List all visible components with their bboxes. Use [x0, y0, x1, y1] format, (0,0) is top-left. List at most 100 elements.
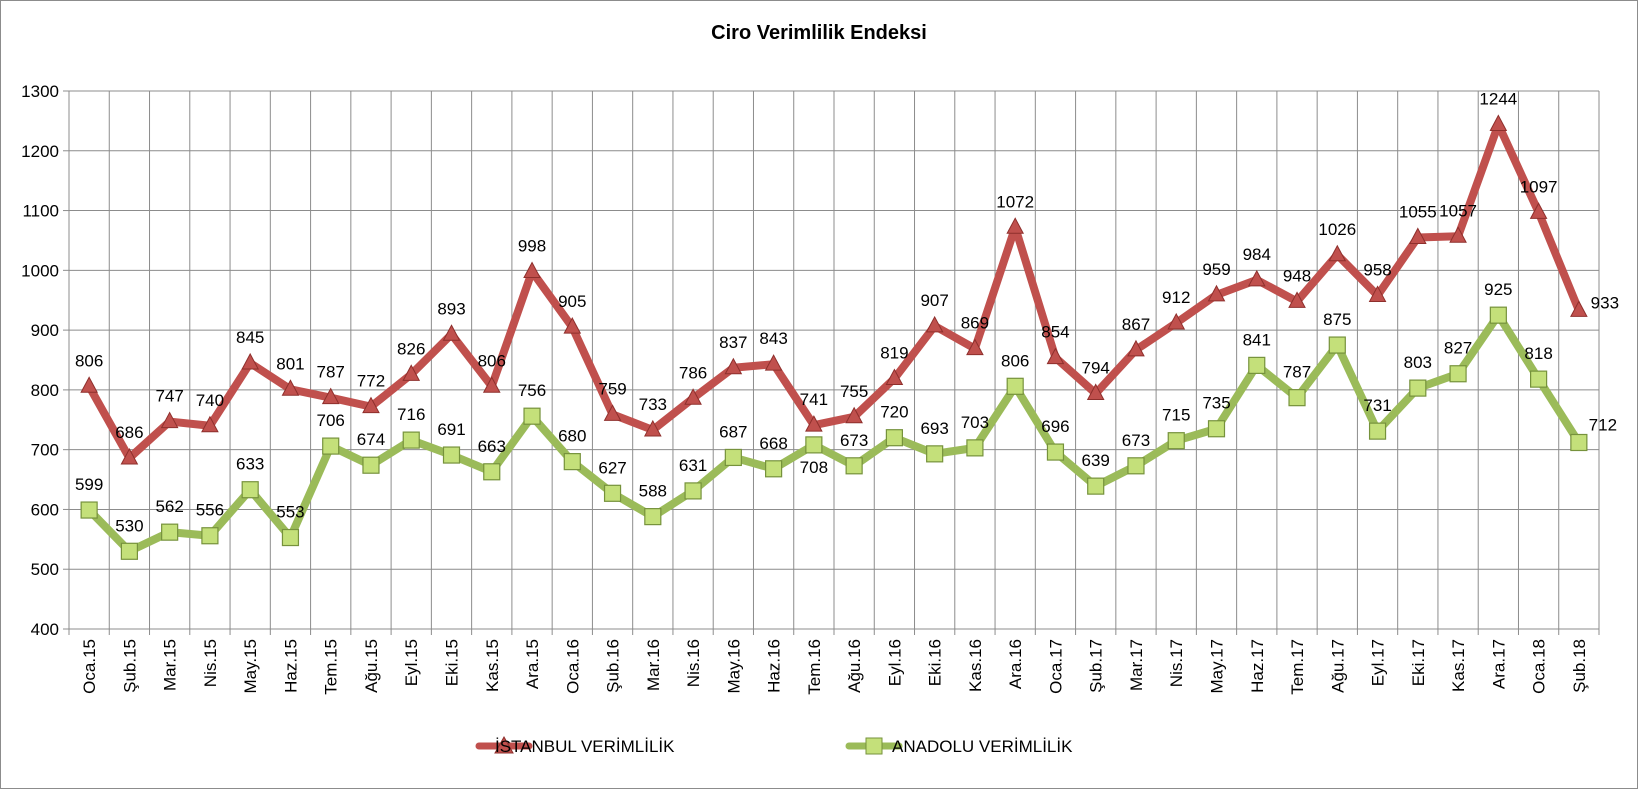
point-istanbul	[1529, 202, 1548, 219]
data-label-anadolu: 818	[1524, 344, 1552, 363]
data-label-anadolu: 599	[75, 475, 103, 494]
point-anadolu	[80, 501, 98, 519]
data-label-anadolu: 875	[1323, 310, 1351, 329]
point-istanbul	[1167, 312, 1186, 330]
point-istanbul	[805, 415, 823, 432]
legend-label-anadolu: ANADOLU VERİMLİLİK	[892, 737, 1073, 756]
point-anadolu	[1449, 365, 1467, 383]
data-label-anadolu: 735	[1202, 394, 1230, 413]
data-label-istanbul: 786	[679, 363, 707, 382]
point-anadolu	[1248, 356, 1266, 374]
x-tick-label: Şub.15	[120, 639, 139, 693]
point-anadolu	[523, 407, 541, 425]
point-istanbul	[362, 396, 380, 414]
point-anadolu	[966, 439, 984, 457]
legend-item-istanbul: İSTANBUL VERİMLİLİK	[475, 735, 675, 756]
point-istanbul	[1368, 285, 1387, 302]
data-label-anadolu: 731	[1363, 396, 1391, 415]
data-label-anadolu: 562	[155, 497, 183, 516]
data-label-anadolu: 556	[196, 501, 224, 520]
point-anadolu	[322, 437, 340, 455]
data-label-anadolu: 925	[1484, 280, 1512, 299]
x-tick-label: Oca.17	[1046, 639, 1065, 694]
data-label-istanbul: 1097	[1520, 177, 1558, 196]
point-istanbul	[120, 447, 139, 465]
legend-marker-istanbul	[494, 735, 514, 754]
data-label-anadolu: 787	[1283, 363, 1311, 382]
data-label-istanbul: 794	[1082, 358, 1110, 377]
point-anadolu	[1570, 433, 1588, 452]
point-anadolu	[1167, 432, 1185, 450]
data-label-istanbul: 933	[1591, 293, 1619, 312]
point-anadolu	[644, 508, 662, 526]
x-tick-label: Mar.15	[161, 639, 180, 691]
data-label-anadolu: 841	[1243, 330, 1271, 349]
point-istanbul	[241, 352, 260, 370]
legend-label-istanbul: İSTANBUL VERİMLİLİK	[495, 737, 675, 756]
data-label-istanbul: 905	[558, 292, 586, 311]
y-tick-label: 700	[31, 441, 59, 460]
data-label-anadolu: 703	[961, 413, 989, 432]
x-axis: Oca.15 Şub.15 Mar.15 Nis.15 May.15 Haz.15 Tem.…	[80, 639, 1589, 695]
point-anadolu	[1328, 336, 1346, 354]
point-anadolu	[402, 431, 420, 449]
point-anadolu	[926, 445, 944, 463]
data-label-istanbul: 747	[155, 387, 183, 406]
y-tick-label: 500	[31, 560, 59, 579]
data-label-anadolu: 530	[115, 516, 143, 535]
x-tick-label: Ara.15	[523, 639, 542, 689]
x-tick-label: Oca.15	[80, 639, 99, 694]
x-tick-label: Kas.16	[966, 639, 985, 692]
data-label-anadolu: 803	[1404, 353, 1432, 372]
x-tick-label: Haz.16	[765, 639, 784, 693]
point-istanbul	[643, 419, 662, 437]
point-istanbul	[966, 338, 984, 356]
x-tick-label: Kas.17	[1449, 639, 1468, 692]
point-anadolu	[603, 484, 622, 502]
data-label-istanbul: 806	[478, 351, 506, 370]
data-label-anadolu: 708	[800, 458, 828, 477]
data-label-anadolu: 712	[1589, 415, 1617, 434]
series-line-istanbul	[85, 120, 1583, 463]
x-tick-label: Eki.15	[443, 639, 462, 686]
x-tick-label: Haz.17	[1248, 639, 1267, 693]
point-istanbul	[402, 364, 421, 381]
x-tick-label: May.16	[724, 639, 743, 694]
data-label-istanbul: 755	[840, 382, 868, 401]
point-istanbul	[684, 388, 702, 405]
point-anadolu	[1046, 443, 1065, 461]
data-label-anadolu: 720	[880, 403, 908, 422]
data-label-istanbul: 958	[1363, 260, 1391, 279]
data-label-anadolu: 663	[478, 437, 506, 456]
point-anadolu	[1368, 422, 1387, 440]
point-istanbul	[1207, 284, 1226, 302]
grid	[63, 90, 1600, 635]
x-tick-label: Tem.15	[322, 639, 341, 695]
point-anadolu	[1530, 370, 1548, 388]
data-label-anadolu: 691	[437, 420, 465, 439]
data-label-anadolu: 756	[518, 381, 546, 400]
data-label-anadolu: 668	[759, 434, 787, 453]
data-label-anadolu: 627	[598, 458, 626, 477]
x-tick-label: Oca.16	[563, 639, 582, 694]
point-istanbul	[1408, 227, 1427, 244]
point-istanbul	[1288, 291, 1306, 308]
data-label-istanbul: 837	[719, 333, 747, 352]
data-label-istanbul: 826	[397, 339, 425, 358]
data-label-anadolu: 680	[558, 427, 586, 446]
point-istanbul	[523, 261, 541, 279]
x-tick-label: May.17	[1208, 639, 1227, 694]
point-anadolu	[1006, 377, 1024, 395]
data-label-istanbul: 948	[1283, 266, 1311, 285]
point-istanbul	[1449, 226, 1467, 243]
x-tick-label: Eyl.15	[402, 639, 421, 686]
legend-marker-anadolu	[865, 737, 883, 755]
point-anadolu	[1087, 477, 1105, 495]
x-tick-label: Kas.15	[483, 639, 502, 692]
data-labels: 806 599 686 530 747 562 740 556 845 633 801 553 787 7…	[75, 89, 1619, 535]
point-istanbul	[1489, 114, 1508, 131]
y-tick-label: 1200	[21, 142, 59, 161]
data-label-anadolu: 631	[679, 456, 707, 475]
data-label-istanbul: 1057	[1439, 201, 1477, 220]
data-label-istanbul: 869	[961, 314, 989, 333]
